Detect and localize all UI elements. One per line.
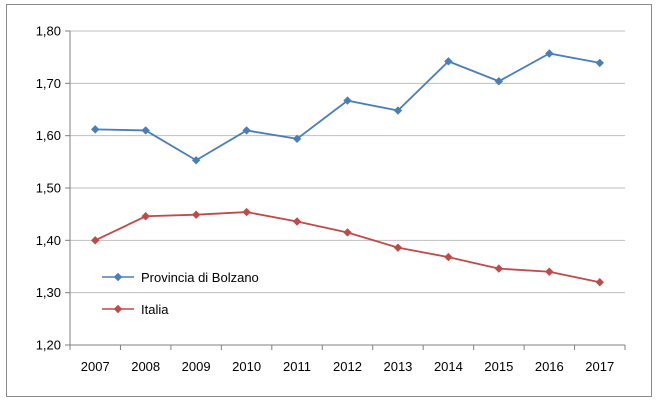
x-tick-label-2007: 2007 <box>81 359 110 374</box>
x-tick-label-2016: 2016 <box>535 359 564 374</box>
point-1-2008 <box>141 212 150 221</box>
point-0-2008 <box>141 126 150 135</box>
legend-marker-1 <box>113 304 123 314</box>
x-tick-label-2015: 2015 <box>484 359 513 374</box>
x-tick-label-2014: 2014 <box>434 359 463 374</box>
series-line-0 <box>95 52 600 162</box>
y-tick-label-2: 1,40 <box>36 233 61 248</box>
legend-item-0: Provincia di Bolzano <box>102 270 259 285</box>
point-0-2010 <box>242 126 251 135</box>
point-1-2015 <box>494 264 504 273</box>
point-0-2012 <box>343 96 352 105</box>
point-0-2015 <box>494 77 504 86</box>
point-0-2014 <box>444 57 453 66</box>
y-tick-label-3: 1,50 <box>36 181 61 196</box>
series-layer <box>91 49 604 287</box>
point-0-2013 <box>393 106 403 115</box>
point-0-2011 <box>292 134 302 144</box>
legend-marker-0 <box>113 272 123 282</box>
point-1-2016 <box>545 267 554 276</box>
point-1-2012 <box>343 228 352 237</box>
point-1-2017 <box>595 278 604 287</box>
point-0-2007 <box>91 125 100 134</box>
point-0-2017 <box>595 58 604 68</box>
point-1-2011 <box>292 217 302 226</box>
x-tick-label-2008: 2008 <box>131 359 160 374</box>
y-axis-ticks: 1,20 1,30 1,40 1,50 1,60 1,70 1,80 <box>36 24 70 353</box>
x-tick-label-2009: 2009 <box>182 359 211 374</box>
legend-item-1: Italia <box>102 302 169 317</box>
gridlines <box>70 30 625 294</box>
legend: Provincia di Bolzano Italia <box>102 270 259 317</box>
point-1-2007 <box>91 236 100 245</box>
x-tick-label-2012: 2012 <box>333 359 362 374</box>
point-1-2010 <box>242 207 251 217</box>
x-tick-label-2010: 2010 <box>232 359 261 374</box>
legend-label-1: Italia <box>141 302 169 317</box>
point-1-2013 <box>393 243 403 252</box>
chart-frame <box>6 4 652 397</box>
y-tick-label-0: 1,20 <box>36 338 61 353</box>
y-tick-label-4: 1,60 <box>36 128 61 143</box>
y-tick-label-1: 1,30 <box>36 285 61 300</box>
y-tick-label-5: 1,70 <box>36 76 61 91</box>
y-tick-label-6: 1,80 <box>36 24 61 39</box>
x-tick-label-2017: 2017 <box>585 359 614 374</box>
x-axis-ticks: 2007 2008 2009 2010 2011 2012 2013 2014 2015 2016… <box>69 345 626 374</box>
point-1-2009 <box>191 210 201 219</box>
point-0-2009 <box>191 156 201 165</box>
point-0-2016 <box>545 49 554 58</box>
legend-label-0: Provincia di Bolzano <box>141 270 259 285</box>
x-tick-label-2011: 2011 <box>283 359 311 374</box>
point-1-2014 <box>444 252 453 262</box>
x-tick-label-2013: 2013 <box>383 359 412 374</box>
